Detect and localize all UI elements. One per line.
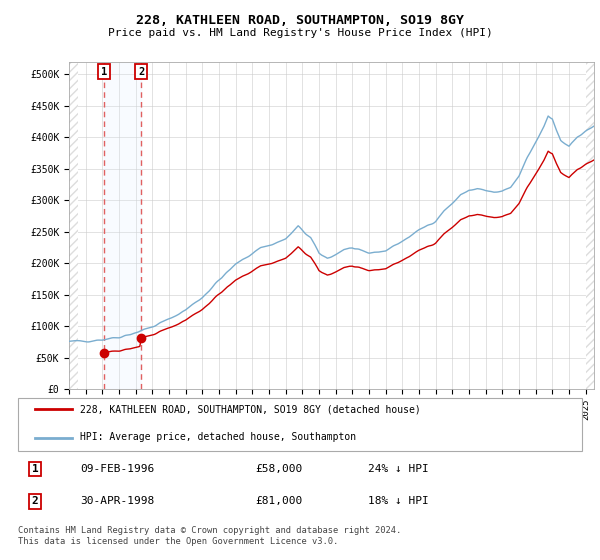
Bar [104, 62, 141, 389]
Text: 2: 2 [32, 496, 38, 506]
Text: 228, KATHLEEN ROAD, SOUTHAMPTON, SO19 8GY: 228, KATHLEEN ROAD, SOUTHAMPTON, SO19 8G… [136, 14, 464, 27]
Text: HPI: Average price, detached house, Southampton: HPI: Average price, detached house, Sout… [80, 432, 356, 442]
Text: 24% ↓ HPI: 24% ↓ HPI [368, 464, 428, 474]
Text: £58,000: £58,000 [255, 464, 302, 474]
Text: 1: 1 [32, 464, 38, 474]
Text: Contains HM Land Registry data © Crown copyright and database right 2024.
This d: Contains HM Land Registry data © Crown c… [18, 526, 401, 546]
Text: Price paid vs. HM Land Registry's House Price Index (HPI): Price paid vs. HM Land Registry's House … [107, 28, 493, 38]
FancyBboxPatch shape [18, 398, 582, 451]
Text: 30-APR-1998: 30-APR-1998 [80, 496, 154, 506]
Text: £81,000: £81,000 [255, 496, 302, 506]
Text: 2: 2 [138, 67, 144, 77]
Text: 09-FEB-1996: 09-FEB-1996 [80, 464, 154, 474]
Text: 18% ↓ HPI: 18% ↓ HPI [368, 496, 428, 506]
Text: 228, KATHLEEN ROAD, SOUTHAMPTON, SO19 8GY (detached house): 228, KATHLEEN ROAD, SOUTHAMPTON, SO19 8G… [80, 404, 421, 414]
Text: 1: 1 [101, 67, 107, 77]
